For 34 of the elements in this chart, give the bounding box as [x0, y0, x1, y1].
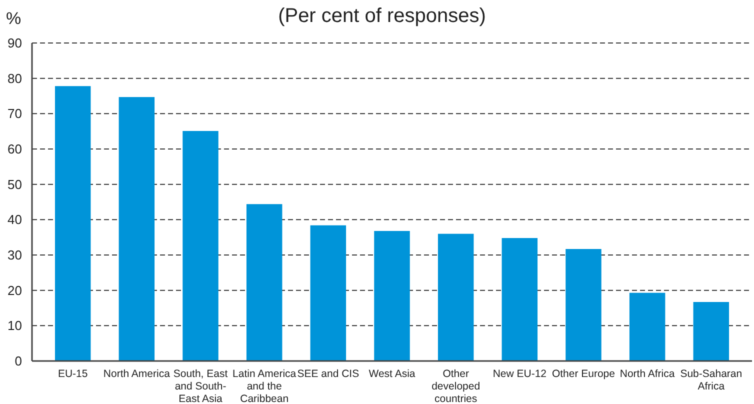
bar [246, 204, 282, 361]
y-tick-label: 10 [8, 318, 22, 334]
x-tick-label: West Asia [368, 368, 416, 380]
chart-title: (Per cent of responses) [278, 5, 486, 27]
y-axis-title: % [6, 9, 22, 28]
bar [374, 230, 410, 361]
y-tick-label: 40 [8, 212, 22, 228]
bar [310, 225, 346, 361]
x-tick-label: New EU-12 [492, 368, 547, 380]
x-tick-label: Other Europe [552, 368, 616, 380]
bar [502, 238, 538, 361]
x-tick-label: Latin America and the Caribbean [232, 368, 296, 404]
x-tick-label: EU-15 [58, 368, 88, 380]
bar [693, 302, 730, 361]
x-tick-label: Sub-Saharan Africa [680, 368, 742, 392]
bar [629, 292, 666, 361]
y-tick-label: 0 [14, 354, 22, 369]
y-tick-label: 90 [8, 36, 22, 51]
x-tick-label: South, East and South-East Asia [173, 368, 228, 404]
y-tick-label: 30 [8, 248, 22, 263]
y-tick-label: 60 [8, 142, 22, 157]
y-tick-label: 80 [8, 70, 22, 86]
y-tick-label: 50 [8, 176, 22, 192]
bar [566, 248, 602, 361]
x-tick-label: North Africa [620, 368, 675, 380]
bar [182, 130, 218, 361]
x-tick-label: SEE and CIS [297, 368, 360, 380]
y-tick-label: 70 [8, 106, 22, 122]
bar [438, 234, 474, 361]
y-tick-label: 20 [8, 282, 22, 298]
x-tick-label: Other developed countries [432, 368, 480, 404]
x-tick-label: North America [103, 368, 170, 380]
bar [54, 86, 91, 361]
bar [118, 97, 155, 361]
